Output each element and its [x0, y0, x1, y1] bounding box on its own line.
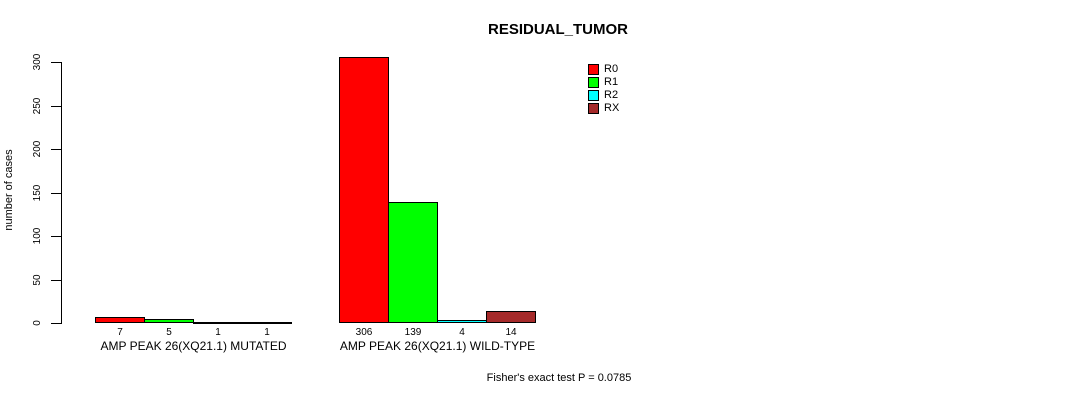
- bar-r2-group2: [437, 319, 487, 323]
- y-tick-label: 150: [32, 184, 43, 202]
- x-category-label: AMP PEAK 26(XQ21.1) WILD-TYPE: [339, 339, 536, 353]
- bar-value-label: 4: [459, 327, 465, 338]
- legend-swatch-r1: [588, 77, 599, 88]
- legend-label-r0: R0: [604, 63, 619, 75]
- y-tick-label: 200: [32, 140, 43, 158]
- bar-r1-group2: [388, 202, 438, 323]
- bar-value-label: 1: [264, 327, 270, 338]
- legend-swatch-r0: [588, 64, 599, 75]
- bar-r1-group1: [144, 318, 194, 323]
- bar-value-label: 1: [215, 327, 221, 338]
- bar-rx-group2: [486, 310, 536, 323]
- bar-r0-group1: [95, 316, 145, 323]
- bar-value-label: 306: [355, 327, 373, 338]
- y-tick-mark: [51, 323, 61, 324]
- y-tick-label: 0: [32, 320, 43, 326]
- x-category-label: AMP PEAK 26(XQ21.1) MUTATED: [100, 339, 287, 353]
- y-tick-mark: [51, 280, 61, 281]
- bar-r0-group2: [339, 56, 389, 323]
- y-tick-mark: [51, 193, 61, 194]
- bar-rx-group1: [242, 322, 292, 324]
- y-tick-label: 300: [32, 53, 43, 71]
- y-tick-mark: [51, 106, 61, 107]
- y-tick-label: 50: [32, 274, 43, 286]
- y-axis-line: [61, 62, 62, 324]
- fisher-test-annotation: Fisher's exact test P = 0.0785: [486, 372, 632, 384]
- bar-value-label: 139: [404, 327, 422, 338]
- chart-title: RESIDUAL_TUMOR: [487, 21, 629, 38]
- legend-label-r1: R1: [604, 76, 619, 88]
- y-tick-mark: [51, 62, 61, 63]
- legend-swatch-rx: [588, 103, 599, 114]
- y-tick-label: 100: [32, 227, 43, 245]
- bar-r2-group1: [193, 322, 243, 324]
- y-tick-mark: [51, 149, 61, 150]
- y-tick-mark: [51, 236, 61, 237]
- bar-value-label: 14: [505, 327, 517, 338]
- bar-value-label: 5: [166, 327, 172, 338]
- y-tick-label: 250: [32, 97, 43, 115]
- legend-label-rx: RX: [604, 102, 620, 114]
- bar-value-label: 7: [117, 327, 123, 338]
- legend-label-r2: R2: [604, 89, 619, 101]
- legend-swatch-r2: [588, 90, 599, 101]
